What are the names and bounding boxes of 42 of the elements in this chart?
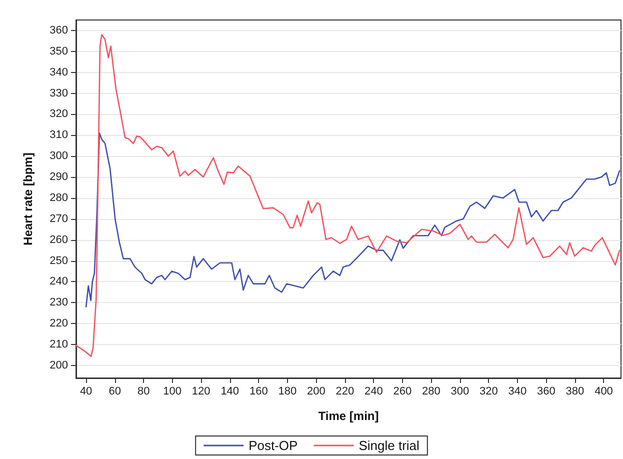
y-tick-label: 200 [50, 359, 68, 372]
x-tick-label: 200 [306, 386, 326, 398]
y-tick-label: 240 [50, 276, 68, 288]
x-tick-label: 300 [450, 386, 470, 398]
x-tick-label: 320 [480, 386, 498, 398]
x-axis-title: Time [min] [318, 409, 379, 423]
y-tick-label: 300 [50, 150, 68, 162]
y-tick-label: 230 [50, 296, 68, 309]
y-tick-label: 220 [50, 318, 68, 330]
x-tick-label: 280 [422, 386, 440, 398]
x-tick-label: 140 [220, 386, 240, 398]
x-tick-label: 400 [594, 386, 613, 398]
x-tick-label: 40 [80, 386, 92, 398]
x-tick-label: 60 [108, 386, 121, 398]
y-tick-label: 340 [50, 66, 68, 78]
line-series [75, 34, 620, 358]
x-tick-label: 340 [508, 386, 527, 398]
x-tick-label: 100 [163, 386, 182, 398]
x-tick-label: 160 [249, 386, 268, 398]
y-tick-label: 270 [50, 212, 68, 225]
x-tick-label: 260 [393, 386, 412, 398]
y-tick-label: 350 [50, 45, 68, 58]
line-series [85, 132, 620, 308]
y-tick-label: 210 [50, 338, 68, 351]
y-tick-label: 280 [50, 192, 68, 204]
x-tick-label: 240 [364, 386, 383, 398]
legend-label: Post-OP [248, 438, 298, 453]
x-tick-label: 360 [537, 386, 556, 398]
x-tick-label: 380 [566, 386, 584, 398]
legend-label: Single trial [358, 438, 420, 453]
y-tick-label: 310 [50, 129, 68, 142]
y-tick-label: 360 [50, 24, 68, 36]
x-tick-label: 220 [336, 386, 354, 398]
y-tick-label: 290 [50, 171, 68, 184]
y-tick-label: 260 [50, 234, 68, 246]
y-tick-label: 320 [50, 108, 68, 120]
y-axis-title: Heart rate [bpm] [21, 152, 35, 246]
x-tick-label: 80 [137, 386, 150, 398]
y-tick-label: 330 [50, 87, 68, 100]
x-tick-label: 180 [278, 386, 297, 398]
x-tick-label: 120 [192, 386, 210, 398]
y-tick-label: 250 [50, 254, 68, 267]
